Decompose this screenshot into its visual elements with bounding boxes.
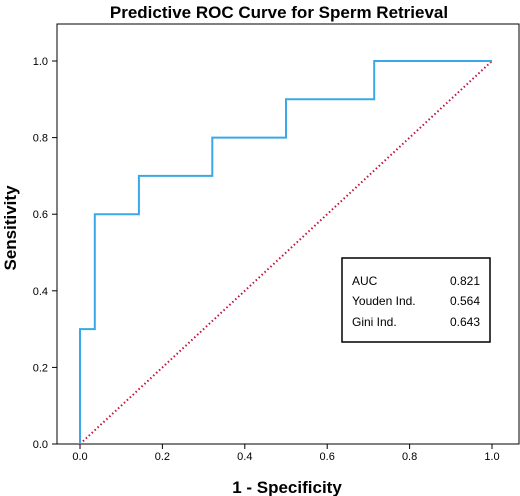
stats-box: AUC 0.821 Youden Ind. 0.564 Gini Ind. 0.… <box>341 257 491 343</box>
stats-youden-label: Youden Ind. <box>352 294 416 308</box>
y-tick-label: 0.6 <box>33 209 48 221</box>
y-axis-title: Sensitivity <box>1 185 20 271</box>
y-tick-label: 0.8 <box>33 133 48 145</box>
stats-gini-value: 0.643 <box>450 315 480 329</box>
x-axis-ticks: 0.0 0.2 0.4 0.6 0.8 1.0 <box>72 444 500 463</box>
plot-frame <box>56 23 520 445</box>
stats-gini-label: Gini Ind. <box>352 315 397 329</box>
chart-title: Predictive ROC Curve for Sperm Retrieval <box>110 3 448 22</box>
y-tick-label: 0.0 <box>33 439 48 451</box>
x-tick-label: 0.8 <box>402 451 417 463</box>
y-axis-ticks: 0.0 0.2 0.4 0.6 0.8 1.0 <box>33 56 57 451</box>
stats-auc-value: 0.821 <box>450 274 480 288</box>
stats-box-frame <box>341 257 491 343</box>
x-tick-label: 0.6 <box>320 451 335 463</box>
stats-auc-label: AUC <box>352 274 378 288</box>
y-tick-label: 0.4 <box>33 286 48 298</box>
x-tick-label: 1.0 <box>484 451 499 463</box>
stats-youden-value: 0.564 <box>450 294 480 308</box>
x-tick-label: 0.2 <box>155 451 170 463</box>
x-axis-title: 1 - Specificity <box>232 478 342 496</box>
y-tick-label: 1.0 <box>33 56 48 68</box>
x-tick-label: 0.0 <box>72 451 87 463</box>
x-tick-label: 0.4 <box>237 451 252 463</box>
roc-curve-line <box>79 60 492 444</box>
y-tick-label: 0.2 <box>33 362 48 374</box>
reference-diagonal-line <box>79 60 493 445</box>
